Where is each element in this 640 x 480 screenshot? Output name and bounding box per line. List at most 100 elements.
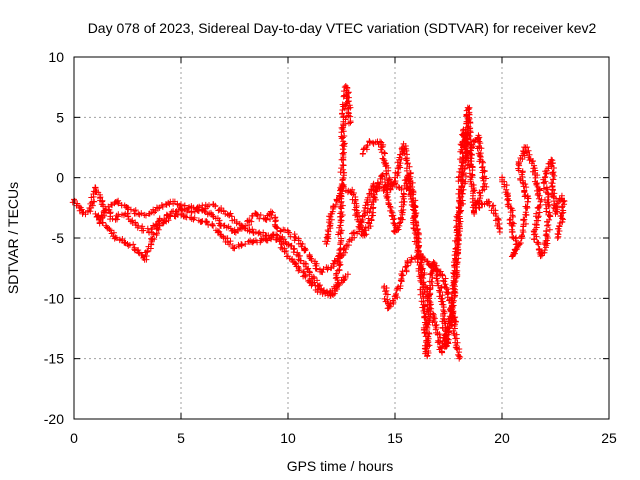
data-point xyxy=(113,197,130,211)
y-tick-label: -15 xyxy=(44,351,64,367)
data-point xyxy=(273,235,290,260)
data-point xyxy=(499,174,510,190)
data-point xyxy=(366,138,377,146)
data-point xyxy=(344,188,354,196)
data-point xyxy=(474,132,485,160)
data-point xyxy=(135,247,147,262)
data-markers xyxy=(69,82,568,362)
data-point xyxy=(252,235,269,246)
y-tick-label: -5 xyxy=(52,230,65,246)
series-trace-C xyxy=(96,179,405,276)
data-point xyxy=(455,165,466,205)
data-point xyxy=(383,186,394,210)
data-point xyxy=(343,90,354,126)
data-point xyxy=(464,162,471,169)
data-point xyxy=(322,213,335,248)
data-point xyxy=(295,265,312,284)
data-point xyxy=(421,256,437,271)
x-tick-label: 15 xyxy=(387,430,403,446)
data-point xyxy=(417,259,428,290)
data-point xyxy=(486,198,499,217)
data-point xyxy=(522,144,537,167)
data-point xyxy=(476,156,489,184)
data-point xyxy=(453,199,464,241)
data-point xyxy=(421,283,434,306)
data-point xyxy=(231,223,249,236)
data-point xyxy=(135,210,149,219)
data-point xyxy=(285,241,302,259)
x-tick-label: 25 xyxy=(601,430,617,446)
data-point xyxy=(496,228,503,235)
data-point xyxy=(554,235,561,241)
data-point xyxy=(390,224,402,235)
data-point xyxy=(337,236,355,260)
plot-frame xyxy=(73,56,610,420)
data-point xyxy=(425,301,438,322)
data-point xyxy=(263,231,280,239)
data-point xyxy=(450,237,462,290)
y-tick-label: 10 xyxy=(48,49,64,65)
data-point xyxy=(456,355,463,362)
data-point xyxy=(140,241,155,263)
data-point xyxy=(333,184,346,203)
data-point xyxy=(492,210,503,232)
data-point xyxy=(285,253,302,270)
data-point xyxy=(519,198,531,235)
data-point xyxy=(188,214,205,225)
data-point xyxy=(220,207,236,224)
data-point xyxy=(327,252,343,272)
data-point xyxy=(178,210,194,221)
series-trace-G xyxy=(468,132,503,235)
axis-ticks: 0 5 10 15 20 25 -20 -15 -10 -5 0 5 10 xyxy=(44,49,617,446)
x-tick-label: 0 xyxy=(70,430,78,446)
data-point xyxy=(392,164,404,181)
data-point xyxy=(509,232,525,260)
data-point xyxy=(156,199,173,211)
data-point xyxy=(439,271,451,295)
series-trace-A xyxy=(69,82,354,299)
data-point xyxy=(438,332,450,356)
y-tick-label: -20 xyxy=(44,411,64,427)
data-point xyxy=(103,222,119,242)
data-point xyxy=(387,178,399,193)
y-tick-label: -10 xyxy=(44,290,64,306)
data-point xyxy=(113,235,129,246)
data-point xyxy=(124,210,139,228)
data-point xyxy=(242,210,259,230)
data-point xyxy=(231,240,245,252)
data-point xyxy=(382,162,394,192)
data-point xyxy=(352,210,367,238)
data-point xyxy=(450,325,464,360)
x-tick-label: 10 xyxy=(280,430,296,446)
data-point xyxy=(344,271,351,278)
data-point xyxy=(554,201,568,240)
data-point xyxy=(408,186,420,228)
data-point xyxy=(242,237,257,248)
data-point xyxy=(547,156,560,215)
series-trace-H xyxy=(499,144,568,260)
y-axis-label: SDTVAR / TECUs xyxy=(5,182,21,294)
data-point xyxy=(471,210,478,217)
data-point xyxy=(476,180,490,197)
data-point xyxy=(530,198,544,235)
data-point xyxy=(558,192,568,205)
series-trace-F xyxy=(380,252,464,362)
data-point xyxy=(391,277,405,302)
data-point xyxy=(359,223,374,239)
data-point xyxy=(209,222,227,240)
y-tick-label: 5 xyxy=(56,109,64,125)
data-point xyxy=(444,289,459,329)
chart-title: Day 078 of 2023, Sidereal Day-to-day VTE… xyxy=(88,20,597,36)
data-point xyxy=(370,181,383,205)
data-point xyxy=(267,208,280,230)
data-point xyxy=(306,253,323,273)
data-point xyxy=(502,186,513,210)
data-point xyxy=(92,184,106,205)
x-axis-label: GPS time / hours xyxy=(287,458,394,474)
series-trace-B xyxy=(92,210,351,297)
series-trace-E xyxy=(359,126,473,356)
data-point xyxy=(398,260,411,284)
data-point xyxy=(338,116,349,157)
data-point xyxy=(398,186,405,193)
